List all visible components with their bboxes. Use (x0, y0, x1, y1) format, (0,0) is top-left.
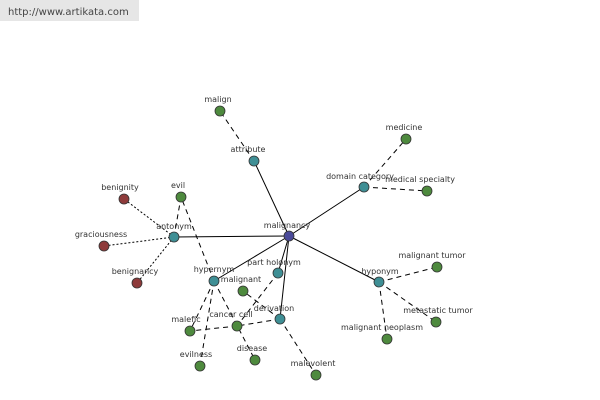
edge (173, 196, 182, 238)
node[interactable] (231, 320, 243, 332)
node-label: domain category (326, 172, 394, 181)
node[interactable] (208, 275, 220, 287)
edge (236, 272, 279, 327)
node-label: malignant neoplasm (341, 323, 423, 332)
edge (219, 110, 255, 162)
node[interactable] (274, 313, 286, 325)
node[interactable] (373, 276, 385, 288)
edge (236, 318, 281, 327)
node-label: evilness (180, 350, 212, 359)
node[interactable] (175, 191, 187, 203)
node-label: part holonym (247, 258, 301, 267)
edge (189, 280, 215, 332)
node[interactable] (168, 231, 180, 243)
nodes (98, 105, 443, 381)
node[interactable] (131, 277, 143, 289)
edge (363, 186, 428, 192)
node[interactable] (421, 185, 433, 197)
edge (213, 280, 256, 361)
node[interactable] (214, 105, 226, 117)
node-label: benignity (101, 183, 139, 192)
node-label: hyponym (361, 267, 399, 276)
edge (136, 236, 175, 284)
node[interactable] (194, 360, 206, 372)
edge (242, 290, 281, 320)
edge (173, 235, 290, 238)
node-label: disease (237, 344, 267, 353)
edge (363, 138, 407, 188)
node-label: malignant (221, 275, 261, 284)
node[interactable] (400, 133, 412, 145)
edge (288, 186, 365, 237)
edge (123, 198, 175, 238)
node[interactable] (184, 325, 196, 337)
node-label: metastatic tumor (403, 306, 473, 315)
node-label: attribute (231, 145, 266, 154)
edge (378, 266, 438, 283)
edge (279, 318, 317, 376)
node[interactable] (237, 285, 249, 297)
node-label: benignancy (112, 267, 159, 276)
edge (378, 281, 388, 340)
node-label: graciousness (75, 230, 127, 239)
node-label: evil (171, 181, 185, 190)
node-label: malignancy (264, 221, 311, 230)
node[interactable] (118, 193, 130, 205)
node-label: malefic (171, 315, 200, 324)
header-bg (0, 0, 139, 21)
edge (288, 235, 380, 283)
node[interactable] (381, 333, 393, 345)
node-label: hypernym (194, 265, 235, 274)
node[interactable] (358, 181, 370, 193)
node[interactable] (249, 354, 261, 366)
node-label: antonym (156, 222, 192, 231)
edge (180, 196, 215, 282)
labels: malignancy attribute domain category ant… (75, 95, 474, 368)
node-label: cancer cell (209, 310, 252, 319)
node[interactable] (272, 267, 284, 279)
node-label: derivation (254, 304, 294, 313)
edge (189, 325, 238, 332)
edge (213, 235, 290, 282)
edges (103, 110, 438, 376)
node[interactable] (98, 240, 110, 252)
node-label: medicine (386, 123, 423, 132)
node-label: malign (204, 95, 231, 104)
node-label: malevolent (291, 359, 336, 368)
node[interactable] (248, 155, 260, 167)
node[interactable] (431, 261, 443, 273)
edge (378, 281, 437, 323)
node[interactable] (310, 369, 322, 381)
edge (277, 235, 290, 274)
header-url: http://www.artikata.com (8, 7, 129, 18)
node[interactable] (430, 316, 442, 328)
node-label: medical specialty (385, 175, 455, 184)
node-label: malignant tumor (398, 251, 466, 260)
node[interactable] (283, 230, 295, 242)
edge (253, 160, 290, 237)
edge (279, 235, 290, 320)
